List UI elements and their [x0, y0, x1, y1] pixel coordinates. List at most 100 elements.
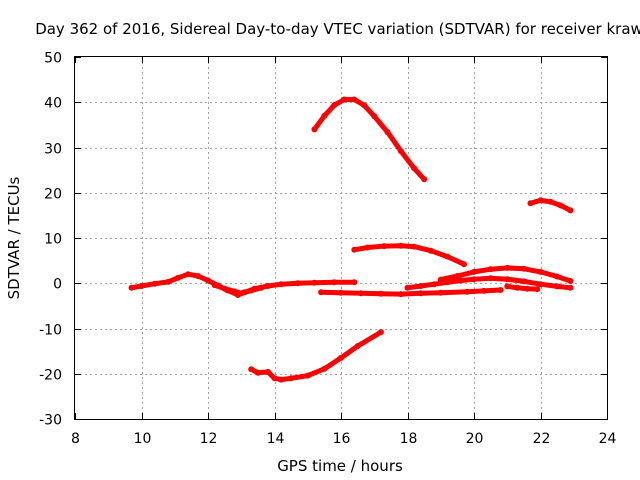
y-tick-label: -30 [39, 413, 62, 429]
data-point [454, 273, 461, 279]
series-arc-3 [318, 287, 504, 298]
data-point [175, 274, 182, 281]
data-point [377, 290, 384, 297]
data-point [221, 285, 228, 292]
data-point [397, 242, 404, 249]
x-tick-label: 18 [400, 431, 418, 447]
x-tick-label: 12 [200, 431, 218, 447]
data-point [248, 366, 255, 373]
data-point [294, 280, 301, 287]
data-point [185, 271, 192, 278]
data-point [195, 273, 201, 279]
data-point [354, 343, 361, 350]
data-series [128, 96, 574, 383]
data-point [341, 96, 348, 103]
data-point [205, 277, 211, 284]
data-point [537, 197, 544, 204]
data-point [351, 96, 358, 103]
data-point [431, 281, 438, 288]
data-point [138, 283, 145, 289]
data-point [397, 291, 404, 298]
data-point [524, 285, 531, 292]
data-point [547, 198, 554, 205]
data-point [338, 354, 344, 361]
data-point [411, 165, 418, 172]
data-point [444, 253, 451, 260]
series-trace [311, 97, 427, 182]
series-arc-7 [404, 275, 574, 291]
data-point [231, 288, 238, 295]
data-point [534, 286, 541, 293]
data-point [487, 266, 494, 273]
chart-title: Day 362 of 2016, Sidereal Day-to-day VTE… [35, 20, 640, 38]
data-point [461, 261, 467, 268]
data-point [397, 148, 404, 155]
data-point [331, 279, 338, 286]
series-arc-8 [437, 264, 574, 284]
y-tick-label: 10 [44, 232, 62, 248]
series-arc-10 [527, 197, 574, 214]
data-point [471, 276, 477, 283]
data-point [384, 129, 391, 136]
data-point [411, 243, 418, 250]
data-point [520, 265, 527, 272]
x-tick-label: 20 [466, 431, 484, 447]
x-tick-label: 10 [134, 431, 152, 447]
data-point [338, 289, 344, 296]
series-trace [318, 287, 504, 297]
data-point [381, 243, 388, 250]
data-point [557, 202, 564, 209]
data-point [417, 290, 424, 297]
data-point [504, 276, 511, 283]
data-point [304, 372, 311, 379]
series-arc-5 [351, 242, 467, 268]
data-point [165, 278, 172, 285]
data-point [311, 126, 318, 133]
series-arc-4 [311, 96, 428, 183]
data-point [481, 287, 487, 294]
data-point [278, 376, 285, 383]
data-point [321, 365, 328, 372]
series-arc-6 [248, 329, 384, 383]
data-point [514, 284, 521, 291]
data-point [554, 283, 561, 290]
data-point [377, 329, 384, 336]
data-point [457, 277, 464, 284]
data-point [351, 279, 358, 286]
data-point [567, 207, 574, 214]
y-tick-label: 30 [44, 142, 62, 158]
x-tick-label: 14 [267, 431, 285, 447]
data-point [278, 281, 285, 288]
data-point [437, 289, 444, 296]
y-tick-label: -20 [39, 368, 62, 384]
data-point [487, 275, 494, 282]
data-point [437, 276, 444, 283]
data-point [331, 102, 338, 108]
data-point [464, 288, 471, 295]
data-point [520, 278, 527, 285]
data-point [128, 284, 135, 291]
y-tick-label: 50 [44, 51, 62, 67]
series-arc-2 [211, 282, 265, 297]
data-point [417, 283, 424, 289]
data-point [264, 283, 271, 289]
x-tick-label: 16 [333, 431, 351, 447]
plot-frame [74, 56, 608, 420]
x-tick-label: 24 [599, 431, 617, 447]
data-point [554, 273, 561, 280]
data-point [311, 279, 318, 286]
data-point [567, 284, 574, 291]
data-point [254, 369, 261, 376]
data-point [248, 287, 255, 294]
y-tick-label: 40 [44, 96, 62, 112]
series-trace [504, 283, 540, 292]
data-point [497, 287, 504, 293]
data-point [351, 246, 358, 253]
data-point [471, 268, 477, 275]
series-arc-9 [504, 283, 541, 293]
y-axis-title: SDTVAR / TECUs [5, 176, 23, 299]
data-point [371, 113, 378, 120]
data-point [421, 176, 428, 183]
